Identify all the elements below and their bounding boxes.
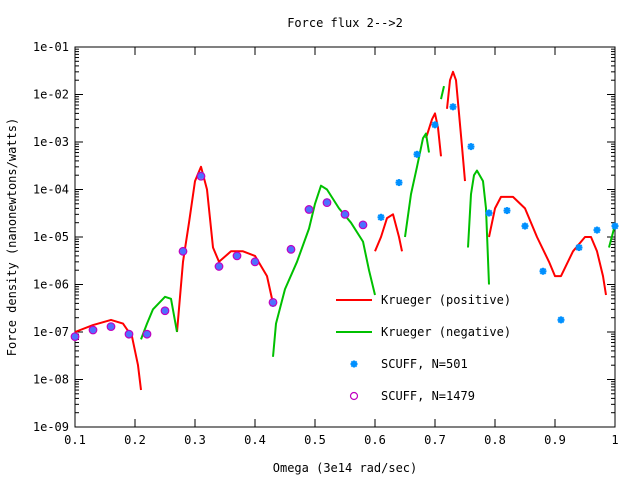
series-line-segment bbox=[140, 295, 178, 340]
y-tick-label: 1e-04 bbox=[33, 183, 69, 197]
series-2 bbox=[71, 103, 619, 341]
data-point bbox=[268, 297, 278, 307]
legend-item: Krueger (negative) bbox=[336, 325, 511, 339]
y-tick-label: 1e-06 bbox=[33, 278, 69, 292]
x-tick-label: 0.7 bbox=[424, 433, 446, 447]
data-point bbox=[413, 150, 421, 158]
data-point bbox=[322, 198, 332, 207]
y-tick-label: 1e-08 bbox=[33, 373, 69, 387]
legend-label: Krueger (negative) bbox=[381, 325, 511, 339]
star-stroke bbox=[431, 121, 439, 129]
data-point bbox=[593, 226, 601, 234]
series-0 bbox=[74, 70, 607, 391]
star-stroke bbox=[593, 226, 601, 234]
data-point bbox=[70, 332, 80, 342]
data-point bbox=[575, 244, 583, 252]
chart-title: Force flux 2-->2 bbox=[287, 16, 403, 30]
data-point bbox=[160, 306, 170, 316]
series-line-segment bbox=[446, 70, 466, 182]
data-point bbox=[557, 316, 565, 324]
series-3 bbox=[70, 171, 368, 342]
series-line-segment bbox=[488, 195, 607, 296]
series-layer bbox=[70, 70, 619, 391]
data-point bbox=[377, 213, 385, 221]
star-stroke bbox=[503, 207, 511, 214]
x-tick-label: 0.1 bbox=[64, 433, 86, 447]
legend-item: SCUFF, N=501 bbox=[350, 357, 468, 371]
data-point bbox=[88, 325, 98, 335]
data-point bbox=[232, 251, 242, 261]
plot-frame bbox=[74, 46, 616, 428]
star-stroke bbox=[485, 209, 493, 217]
series-line-segment bbox=[176, 165, 274, 333]
x-axis-label: Omega (3e14 rad/sec) bbox=[273, 461, 418, 475]
data-point bbox=[395, 179, 403, 187]
x-tick-label: 1 bbox=[611, 433, 618, 447]
star-stroke bbox=[449, 103, 457, 111]
data-point bbox=[467, 143, 475, 151]
data-point bbox=[521, 222, 529, 230]
star-stroke bbox=[575, 244, 583, 251]
star-stroke bbox=[467, 143, 475, 150]
data-point bbox=[106, 322, 116, 331]
legend-item: Krueger (positive) bbox=[336, 293, 511, 307]
star-stroke bbox=[413, 151, 421, 158]
x-tick-label: 0.3 bbox=[184, 433, 206, 447]
series-line-segment bbox=[374, 213, 403, 252]
series-line-segment bbox=[272, 184, 376, 357]
star-stroke bbox=[557, 316, 565, 324]
data-point bbox=[358, 220, 368, 230]
y-tick-label: 1e-03 bbox=[33, 135, 69, 149]
series-line-segment bbox=[440, 85, 445, 100]
y-tick-label: 1e-01 bbox=[33, 40, 69, 54]
y-axis-label: Force density (nanonewtons/watts) bbox=[5, 118, 19, 356]
data-point bbox=[178, 246, 188, 256]
data-point bbox=[449, 103, 457, 111]
data-point bbox=[214, 262, 224, 271]
data-point bbox=[124, 329, 134, 339]
star-stroke bbox=[611, 222, 619, 230]
star-stroke bbox=[395, 179, 403, 186]
series-line-segment bbox=[404, 132, 430, 238]
y-tick-label: 1e-07 bbox=[33, 325, 69, 339]
y-tick-label: 1e-05 bbox=[33, 230, 69, 244]
legend-swatch bbox=[349, 391, 359, 401]
x-tick-label: 0.6 bbox=[364, 433, 386, 447]
legend-label: Krueger (positive) bbox=[381, 293, 511, 307]
data-point bbox=[196, 171, 206, 181]
data-point bbox=[286, 244, 296, 254]
data-point bbox=[485, 209, 493, 217]
data-point bbox=[431, 121, 439, 129]
data-point bbox=[142, 329, 152, 339]
legend: Krueger (positive) Krueger (negative) SCUF… bbox=[336, 293, 511, 403]
plot-axes: 0.1 0.2 0.3 0.4 0.5 0.6 0.7 0.8 0.9 1 1e-09 1e-08 1e… bbox=[33, 40, 619, 447]
series-1 bbox=[140, 85, 616, 357]
star-stroke bbox=[539, 267, 547, 275]
x-tick-label: 0.9 bbox=[544, 433, 566, 447]
legend-swatch bbox=[350, 360, 358, 368]
star-stroke bbox=[350, 360, 358, 368]
legend-label: SCUFF, N=501 bbox=[381, 357, 468, 371]
x-tick-label: 0.4 bbox=[244, 433, 266, 447]
series-line-segment bbox=[467, 169, 490, 285]
data-point bbox=[304, 205, 314, 214]
star-stroke bbox=[377, 213, 385, 221]
series-line-segment bbox=[74, 318, 142, 391]
data-point bbox=[340, 209, 350, 219]
series-line-segment bbox=[425, 112, 442, 157]
legend-item: SCUFF, N=1479 bbox=[349, 389, 475, 403]
star-stroke bbox=[521, 222, 529, 230]
data-point bbox=[611, 222, 619, 230]
data-point bbox=[250, 257, 260, 267]
x-tick-label: 0.5 bbox=[304, 433, 326, 447]
x-tick-label: 0.2 bbox=[124, 433, 146, 447]
x-tick-label: 0.8 bbox=[484, 433, 506, 447]
y-tick-label: 1e-02 bbox=[33, 88, 69, 102]
data-point bbox=[503, 207, 511, 215]
legend-label: SCUFF, N=1479 bbox=[381, 389, 475, 403]
y-tick-label: 1e-09 bbox=[33, 420, 69, 434]
data-point bbox=[539, 267, 547, 275]
